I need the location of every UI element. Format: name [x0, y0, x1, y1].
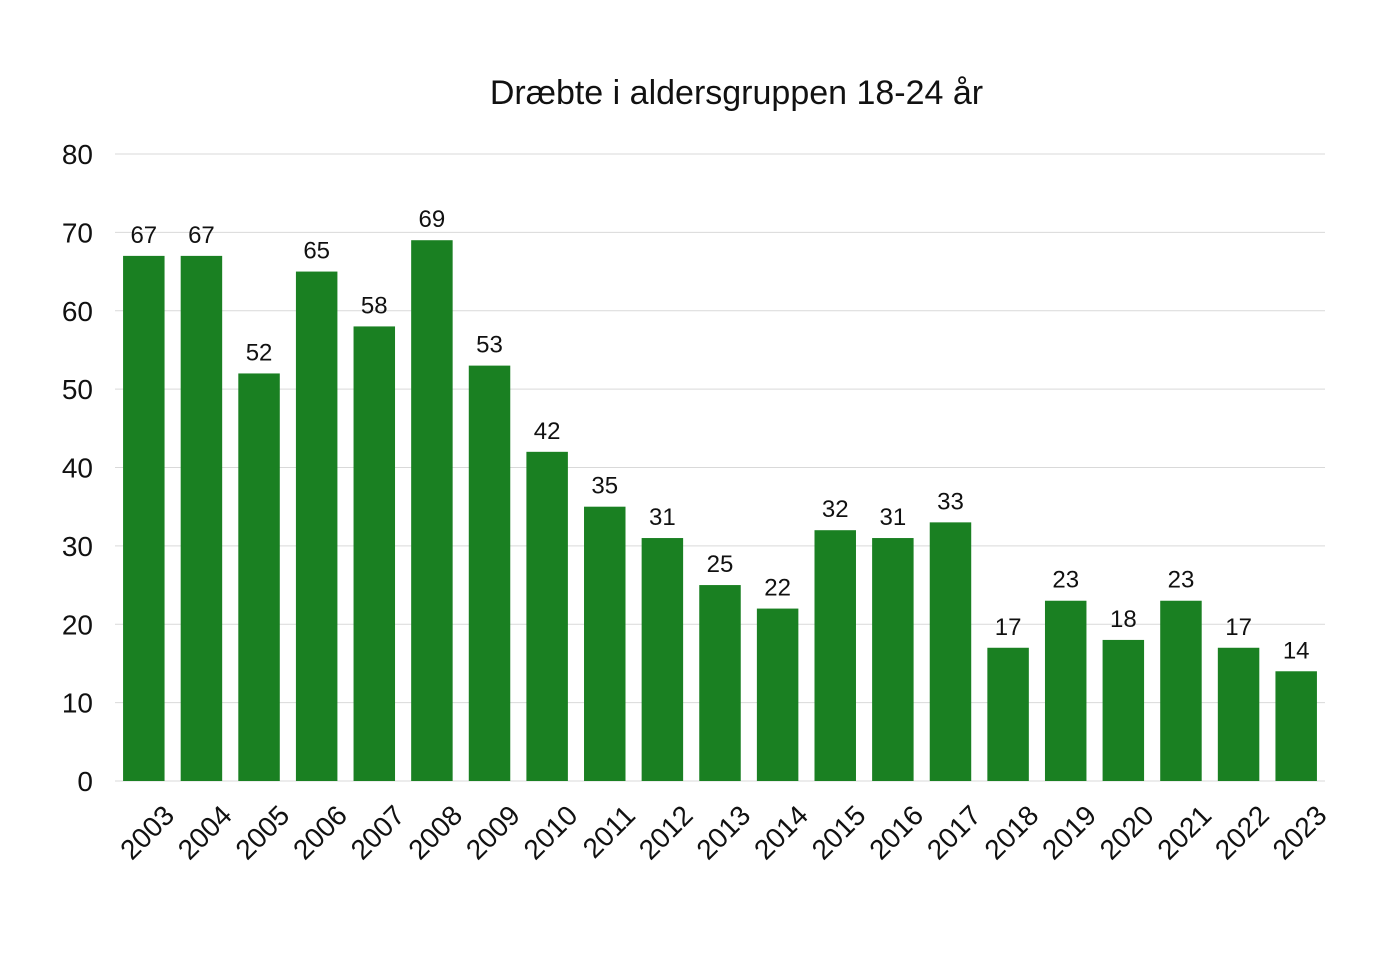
- y-tick-label: 0: [77, 766, 93, 797]
- x-tick-label: 2023: [1267, 799, 1333, 865]
- x-tick-label: 2011: [577, 799, 642, 864]
- y-tick-label: 40: [62, 453, 93, 484]
- data-label-2022: 17: [1225, 614, 1252, 641]
- data-label-2021: 23: [1168, 567, 1195, 594]
- bar-2010: [526, 451, 568, 781]
- bar-2007: [353, 326, 396, 781]
- y-tick-label: 50: [62, 374, 93, 405]
- x-tick-label: 2020: [1094, 799, 1160, 865]
- bar-2011: [584, 506, 626, 781]
- data-label-2003: 67: [130, 222, 157, 249]
- bar-2008: [411, 240, 453, 781]
- y-axis-ticks: 0 10 20 30 40 50 60 70 80: [62, 139, 93, 797]
- x-axis-ticks: 2003200420052006200720082009201020112012…: [114, 799, 1332, 865]
- bar-2023: [1275, 671, 1317, 781]
- data-labels: 67 67 52 65 58 69 53 42 35 31 25 22 32 31 33 17 23 18 23 17…: [130, 206, 1309, 664]
- x-tick-label: 2014: [748, 799, 814, 865]
- y-tick-label: 70: [62, 217, 93, 248]
- x-tick-label: 2017: [921, 799, 987, 865]
- bars: [123, 240, 1317, 781]
- data-label-2017: 33: [937, 488, 964, 515]
- bar-2005: [238, 373, 280, 781]
- bar-2013: [699, 585, 741, 781]
- y-tick-label: 10: [62, 688, 93, 719]
- data-label-2005: 52: [246, 339, 273, 366]
- bar-2022: [1217, 647, 1260, 781]
- x-tick-label: 2019: [1036, 799, 1102, 865]
- data-label-2011: 35: [591, 473, 618, 500]
- y-tick-label: 30: [62, 531, 93, 562]
- bar-2006: [295, 271, 338, 781]
- data-label-2016: 31: [880, 504, 907, 531]
- bar-2018: [987, 647, 1029, 781]
- bar-2003: [123, 255, 165, 781]
- x-tick-label: 2018: [979, 799, 1045, 865]
- x-tick-label: 2005: [229, 799, 295, 865]
- data-label-2004: 67: [188, 222, 215, 249]
- y-tick-label: 80: [62, 139, 93, 170]
- bar-2012: [641, 538, 684, 781]
- data-label-2006: 65: [303, 238, 330, 265]
- bar-2016: [872, 538, 914, 781]
- chart-title: Dræbte i aldersgruppen 18-24 år: [489, 74, 984, 112]
- x-tick-label: 2008: [402, 799, 468, 865]
- x-tick-label: 2012: [633, 799, 699, 865]
- data-label-2014: 22: [764, 575, 791, 602]
- data-label-2012: 31: [649, 504, 676, 531]
- x-tick-label: 2022: [1209, 799, 1275, 865]
- data-label-2015: 32: [822, 496, 849, 523]
- y-tick-label: 20: [62, 609, 93, 640]
- data-label-2007: 58: [361, 292, 388, 319]
- x-tick-label: 2006: [287, 799, 353, 865]
- x-tick-label: 2003: [114, 799, 180, 865]
- y-tick-label: 60: [62, 296, 93, 327]
- x-tick-label: 2021: [1151, 799, 1217, 865]
- data-label-2019: 23: [1052, 567, 1079, 594]
- x-tick-label: 2007: [345, 799, 411, 865]
- bar-2015: [814, 530, 856, 781]
- data-label-2023: 14: [1283, 637, 1310, 664]
- bar-2014: [756, 608, 799, 781]
- x-tick-label: 2016: [863, 799, 929, 865]
- x-tick-label: 2010: [518, 799, 584, 865]
- x-tick-label: 2015: [806, 799, 872, 865]
- data-label-2013: 25: [707, 551, 734, 578]
- bar-2021: [1160, 600, 1202, 781]
- x-tick-label: 2013: [690, 799, 756, 865]
- data-label-2009: 53: [476, 332, 503, 359]
- data-label-2010: 42: [534, 418, 561, 445]
- data-label-2018: 17: [995, 614, 1022, 641]
- data-label-2008: 69: [419, 206, 446, 233]
- bar-2004: [180, 255, 223, 781]
- x-tick-label: 2009: [460, 799, 526, 865]
- data-label-2020: 18: [1110, 606, 1137, 633]
- bar-2020: [1102, 639, 1145, 781]
- bar-2017: [929, 522, 972, 781]
- x-tick-label: 2004: [172, 799, 238, 865]
- bar-2009: [468, 365, 511, 781]
- bar-2019: [1044, 600, 1087, 781]
